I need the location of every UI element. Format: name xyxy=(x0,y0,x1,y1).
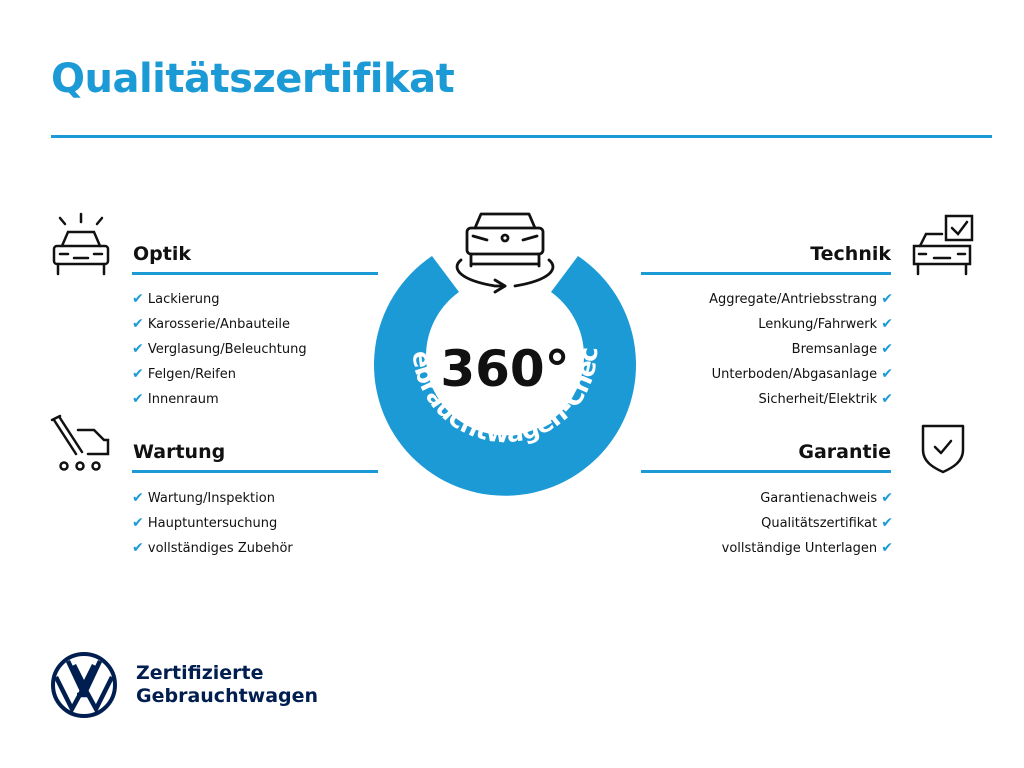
service-car-icon xyxy=(50,414,110,471)
list-item: Lenkung/Fahrwerk ✔ xyxy=(758,316,893,332)
check-icon: ✔ xyxy=(881,515,893,531)
list-item: Unterboden/Abgasanlage ✔ xyxy=(711,366,893,382)
wartung-divider xyxy=(132,470,378,473)
check-icon: ✔ xyxy=(132,391,144,407)
garantie-divider xyxy=(641,470,891,473)
shield-check-icon xyxy=(921,424,965,474)
check-icon: ✔ xyxy=(132,341,144,357)
section-heading-technik: Technik xyxy=(810,243,891,265)
check-icon: ✔ xyxy=(132,366,144,382)
section-heading-garantie: Garantie xyxy=(798,441,891,463)
360-label: 360° xyxy=(440,340,569,398)
check-icon: ✔ xyxy=(132,515,144,531)
technik-divider xyxy=(641,272,891,275)
car-check-icon xyxy=(912,214,974,276)
title-divider xyxy=(51,135,992,138)
page-title: Qualitätszertifikat xyxy=(51,56,455,102)
list-item: ✔ Verglasung/Beleuchtung xyxy=(132,341,307,357)
list-item: ✔ Wartung/Inspektion xyxy=(132,490,275,506)
section-heading-optik: Optik xyxy=(133,243,191,265)
check-icon: ✔ xyxy=(881,540,893,556)
list-item: ✔ Felgen/Reifen xyxy=(132,366,236,382)
check-icon: ✔ xyxy=(132,316,144,332)
check-icon: ✔ xyxy=(881,391,893,407)
check-icon: ✔ xyxy=(881,291,893,307)
list-item: Qualitätszertifikat ✔ xyxy=(761,515,893,531)
technik-list: Aggregate/Antriebsstrang ✔ Lenkung/Fahrw… xyxy=(641,287,893,412)
section-heading-wartung: Wartung xyxy=(133,441,226,463)
check-icon: ✔ xyxy=(881,490,893,506)
check-icon: ✔ xyxy=(881,341,893,357)
check-icon: ✔ xyxy=(881,316,893,332)
check-icon: ✔ xyxy=(881,366,893,382)
list-item: Sicherheit/Elektrik ✔ xyxy=(758,391,894,407)
list-item: Bremsanlage ✔ xyxy=(791,341,893,357)
optik-divider xyxy=(132,272,378,275)
list-item: ✔ Innenraum xyxy=(132,391,219,407)
list-item: Aggregate/Antriebsstrang ✔ xyxy=(709,291,893,307)
list-item: ✔ vollständiges Zubehör xyxy=(132,540,293,556)
list-item: Garantienachweis ✔ xyxy=(760,490,893,506)
car-rotate-icon xyxy=(455,212,555,294)
footer-brand-text: Zertifizierte Gebrauchtwagen xyxy=(136,662,319,707)
car-lights-icon xyxy=(52,212,110,276)
list-item: ✔ Hauptuntersuchung xyxy=(132,515,278,531)
wartung-list: ✔ Wartung/Inspektion ✔ Hauptuntersuchung… xyxy=(132,486,293,561)
list-item: ✔ Karosserie/Anbauteile xyxy=(132,316,290,332)
check-icon: ✔ xyxy=(132,540,144,556)
blue-ring xyxy=(374,256,636,496)
list-item: ✔ Lackierung xyxy=(132,291,220,307)
check-icon: ✔ xyxy=(132,291,144,307)
check-icon: ✔ xyxy=(132,490,144,506)
360-check-badge: Gebrauchtwagen-Check 360° xyxy=(355,200,636,496)
list-item: vollständige Unterlagen ✔ xyxy=(721,540,893,556)
vw-logo xyxy=(51,652,117,718)
optik-list: ✔ Lackierung ✔ Karosserie/Anbauteile ✔ V… xyxy=(132,287,307,412)
garantie-list: Garantienachweis ✔ Qualitätszertifikat ✔… xyxy=(641,486,893,561)
